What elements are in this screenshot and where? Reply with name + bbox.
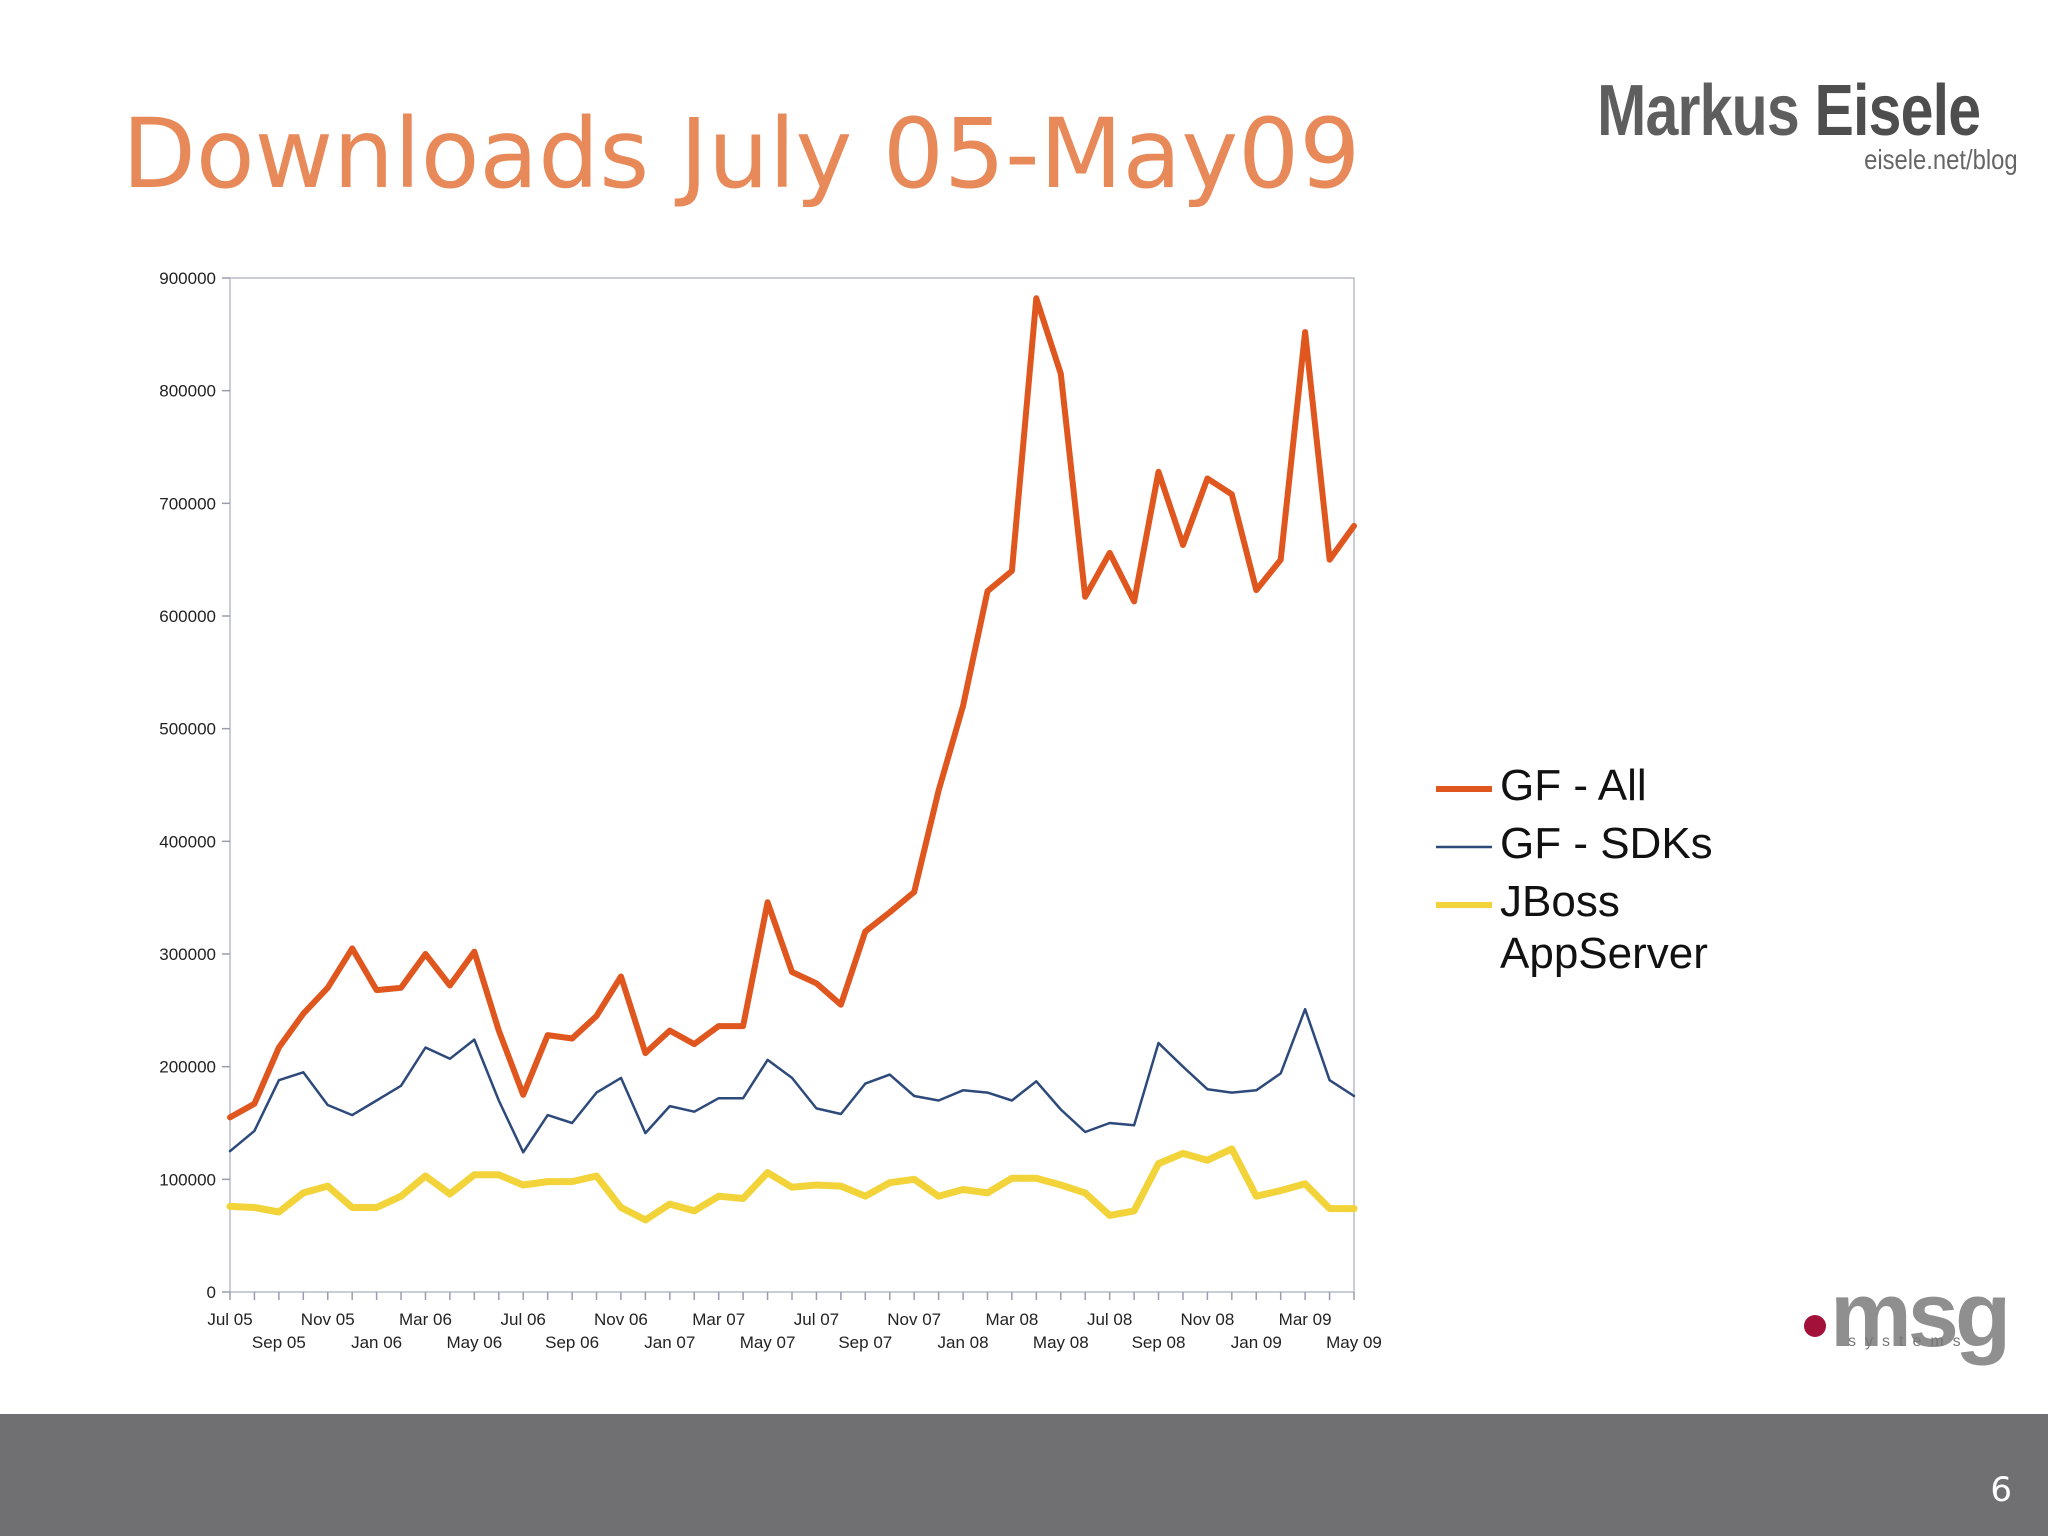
x-tick-label: May 09 xyxy=(1326,1333,1382,1352)
author-blog-url: eisele.net/blog xyxy=(1864,144,2018,175)
author-last-name: Eisele xyxy=(1814,71,1981,151)
x-tick-label: Nov 07 xyxy=(887,1310,941,1329)
legend-swatch-gf-sdks xyxy=(1436,845,1492,849)
chart-legend: GF - All GF - SDKs JBoss AppServer xyxy=(1436,760,1713,986)
legend-label-gf-all: GF - All xyxy=(1500,761,1647,810)
y-tick-label: 900000 xyxy=(159,269,216,288)
x-tick-label: Nov 06 xyxy=(594,1310,648,1329)
y-tick-label: 500000 xyxy=(159,720,216,739)
legend-label-gf-sdks: GF - SDKs xyxy=(1500,819,1713,868)
y-tick-label: 800000 xyxy=(159,382,216,401)
x-tick-label: Sep 05 xyxy=(252,1333,306,1352)
y-tick-label: 400000 xyxy=(159,832,216,851)
x-tick-label: Mar 07 xyxy=(692,1310,745,1329)
series-line-gf-all xyxy=(227,295,1357,1121)
footer-bar xyxy=(0,1414,2048,1536)
y-tick-label: 200000 xyxy=(159,1058,216,1077)
x-tick-label: Jul 05 xyxy=(207,1310,252,1329)
y-tick-label: 100000 xyxy=(159,1170,216,1189)
legend-swatch-jboss xyxy=(1436,902,1492,908)
logo-text: msg xyxy=(1830,1264,2011,1366)
legend-item-jboss: JBoss AppServer xyxy=(1436,876,1713,980)
x-tick-label: May 08 xyxy=(1033,1333,1089,1352)
legend-label-jboss: JBoss AppServer xyxy=(1500,877,1708,978)
y-tick-label: 0 xyxy=(207,1283,216,1302)
author-logo: Markus Eisele xyxy=(1596,70,1981,152)
slide-title: Downloads July 05-May09 xyxy=(122,98,1361,210)
x-tick-label: Jan 07 xyxy=(644,1333,695,1352)
x-tick-label: Jul 08 xyxy=(1087,1310,1132,1329)
series-line-jboss xyxy=(226,1145,1358,1224)
x-tick-label: Nov 05 xyxy=(301,1310,355,1329)
logo-dot xyxy=(1804,1315,1826,1337)
x-tick-label: Jan 08 xyxy=(938,1333,989,1352)
legend-swatch-gf-all xyxy=(1436,786,1492,792)
y-tick-label: 600000 xyxy=(159,607,216,626)
page-number: 6 xyxy=(1990,1470,2012,1510)
x-tick-label: Jul 06 xyxy=(501,1310,546,1329)
author-first-name: Markus xyxy=(1596,71,1815,151)
x-tick-label: Sep 06 xyxy=(545,1333,599,1352)
y-tick-label: 700000 xyxy=(159,494,216,513)
x-tick-label: May 06 xyxy=(446,1333,502,1352)
x-tick-label: Sep 07 xyxy=(838,1333,892,1352)
legend-item-gf-sdks: GF - SDKs xyxy=(1436,818,1713,870)
x-tick-label: May 07 xyxy=(740,1333,796,1352)
x-tick-label: Nov 08 xyxy=(1180,1310,1234,1329)
x-tick-label: Jul 07 xyxy=(794,1310,839,1329)
legend-item-gf-all: GF - All xyxy=(1436,760,1713,812)
plot-area xyxy=(229,277,1355,1293)
x-tick-label: Jan 06 xyxy=(351,1333,402,1352)
series-line-gf-sdks xyxy=(228,1007,1356,1154)
downloads-line-chart: 0 100000 200000 300000 400000 500000 600000 700… xyxy=(159,269,1382,1352)
x-tick-label: Jan 09 xyxy=(1231,1333,1282,1352)
x-tick-label: Mar 09 xyxy=(1279,1310,1332,1329)
x-tick-label: Mar 08 xyxy=(985,1310,1038,1329)
y-tick-label: 300000 xyxy=(159,945,216,964)
x-tick-label: Sep 08 xyxy=(1132,1333,1186,1352)
x-tick-label: Mar 06 xyxy=(399,1310,452,1329)
logo-subtext: systems xyxy=(1848,1333,1970,1350)
